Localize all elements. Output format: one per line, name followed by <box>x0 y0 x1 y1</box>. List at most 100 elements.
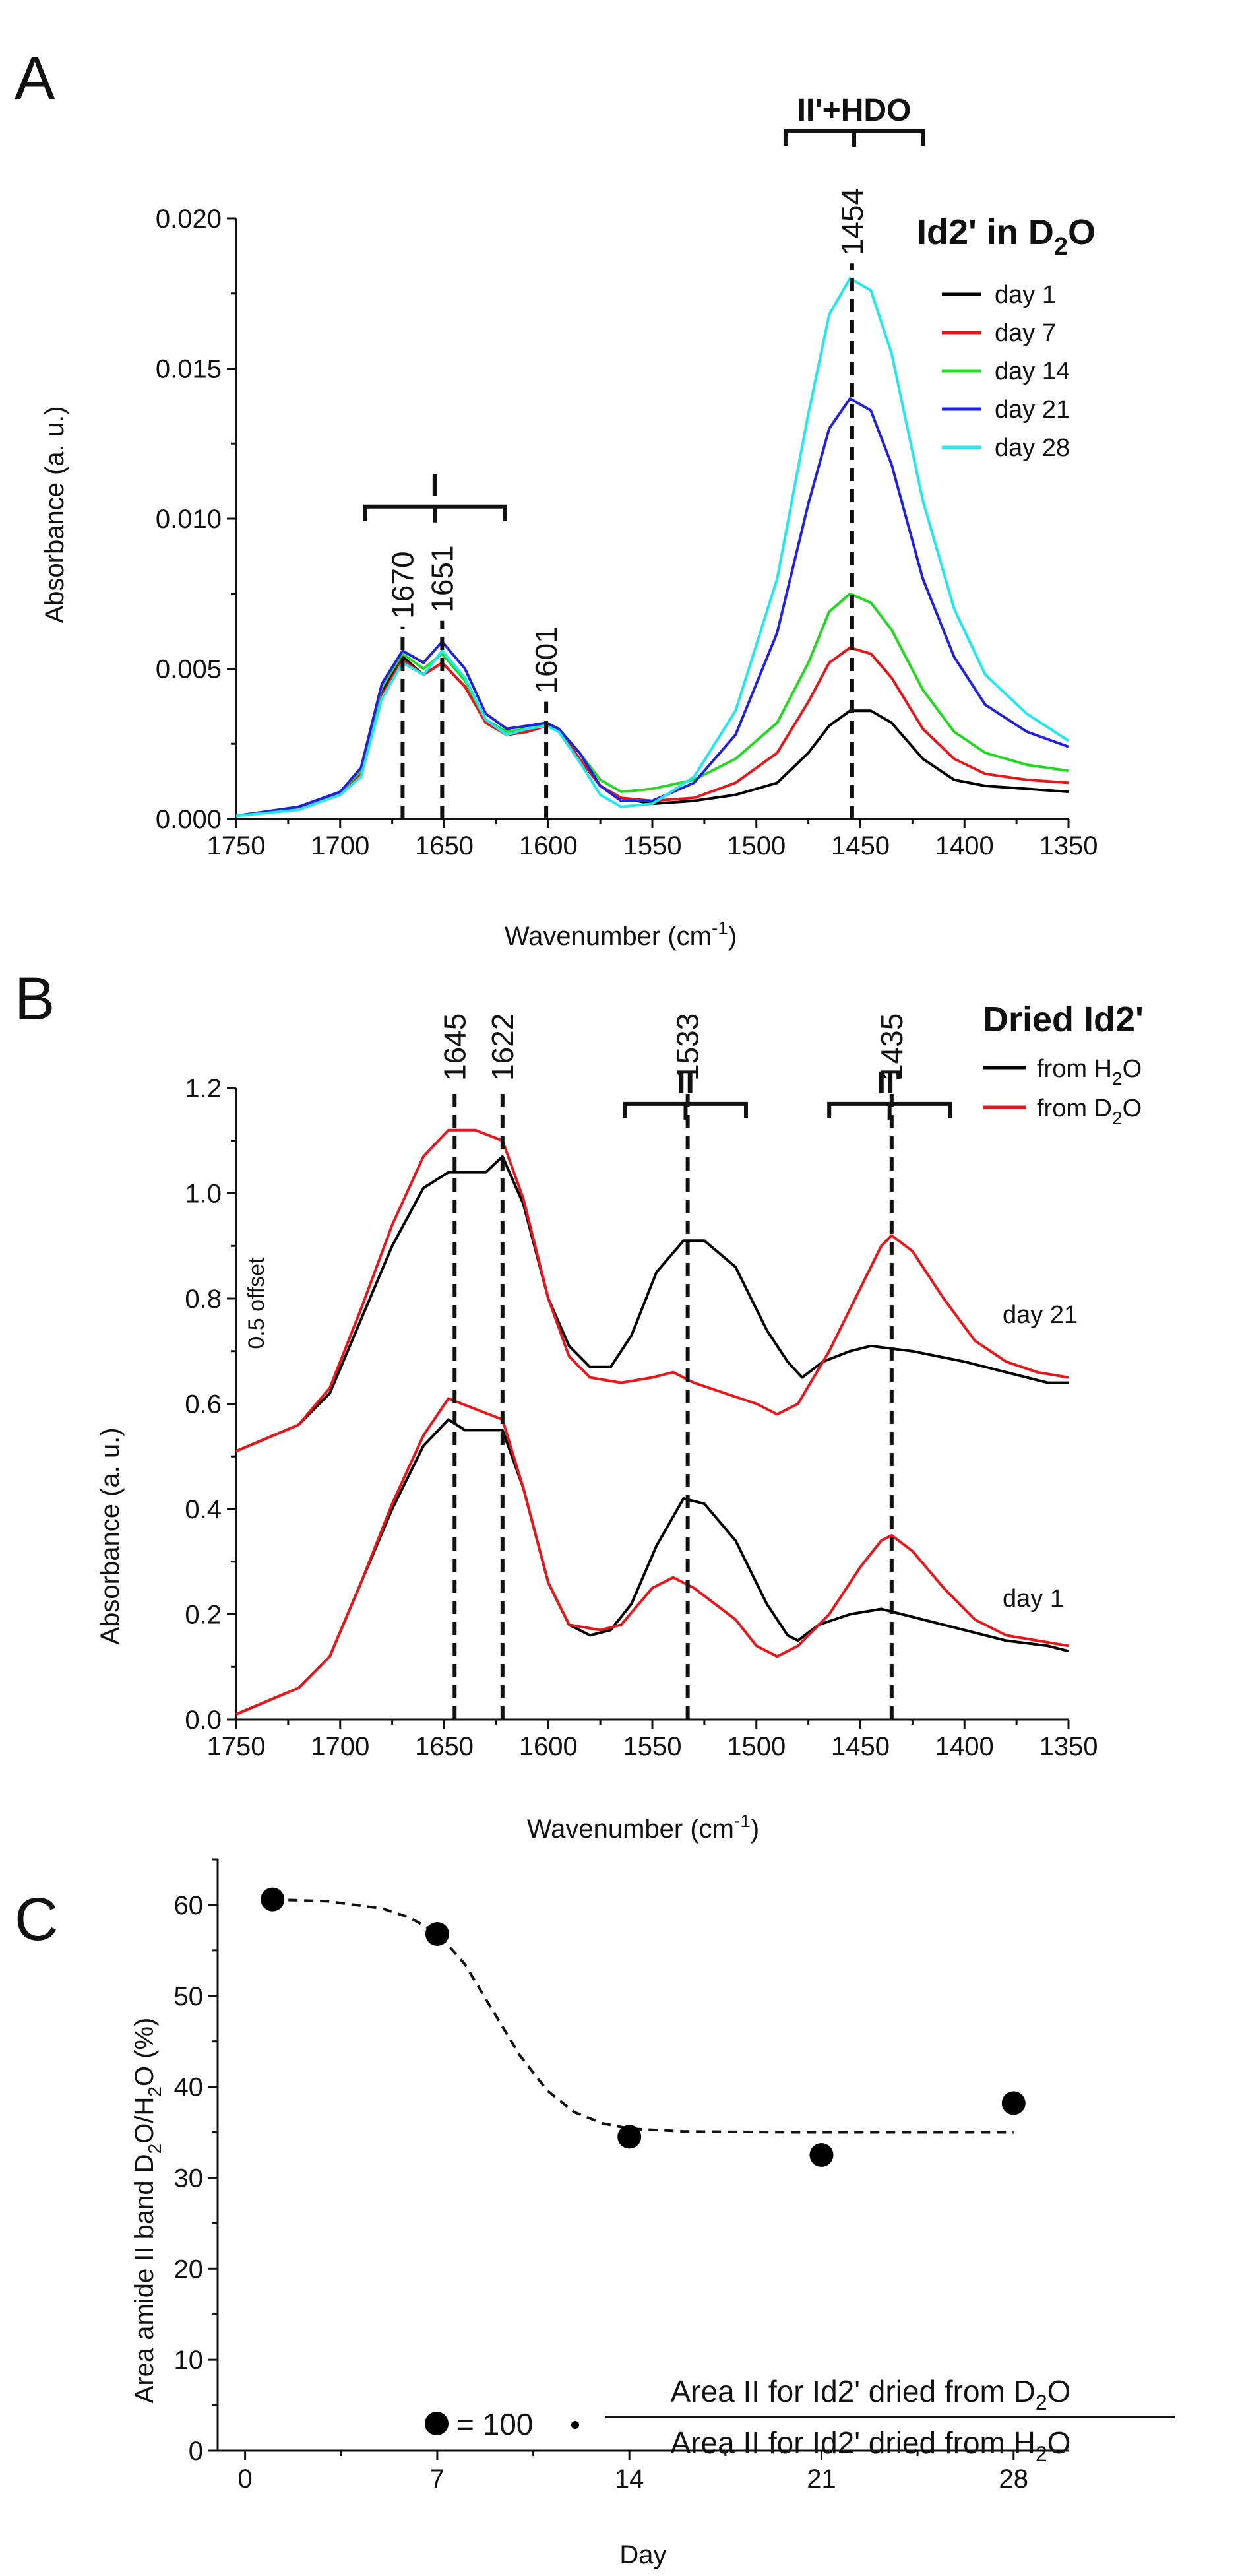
panel-b-ylabel: Absorbance (a. u.) <box>96 1427 125 1644</box>
panel-b-y-tick-label-1-2: 1.2 <box>185 1074 222 1103</box>
panel-b-series-from-d2o-day-1 <box>235 1397 1069 1716</box>
panel-b-bracket-ii <box>623 1101 748 1120</box>
formula-marker-icon <box>425 2412 449 2435</box>
legend-label-day-14: day 14 <box>995 358 1070 385</box>
panel-b-y-tick-label-1-0: 1.0 <box>185 1180 222 1209</box>
panel-c-y-tick-label-50: 50 <box>174 1982 204 2011</box>
panel-c-x-tick-label-28: 28 <box>999 2464 1029 2494</box>
panel-c-fit-curve <box>272 1898 1014 2134</box>
panel-c-point-day-7 <box>425 1922 449 1947</box>
panel-letter-c: C <box>15 1886 58 1953</box>
panel-c-formula: = 100 Area II for Id2' dried from D2O Ar… <box>425 2374 1175 2466</box>
panel-c-x-tick-label-14: 14 <box>615 2464 644 2494</box>
panel-b: B 1750 1700 1650 1600 1550 1500 1450 1400 1350 0.… <box>15 965 1144 1844</box>
panel-a-legend: day 1 day 7 day 14 day 21 day 28 <box>942 281 1070 462</box>
panel-b-x-tick-label-1500: 1500 <box>727 1732 786 1761</box>
panel-c-x-tick-label-0: 0 <box>237 2464 252 2494</box>
panel-c-y-tick-label-60: 60 <box>174 1891 204 1920</box>
panel-a-bracket-ii-hdo <box>783 129 925 148</box>
panel-c-ylabel: Area amide II band D2O/H2O (%) <box>130 2018 165 2404</box>
panel-b-group-label-ii: II <box>677 1066 695 1101</box>
panel-c-x-tick-label-21: 21 <box>807 2464 836 2494</box>
panel-a: A 1750 1700 1650 1600 1550 1500 1450 1400 1350 0.… <box>15 45 1098 951</box>
panel-b-x-tick-label-1650: 1650 <box>415 1732 474 1761</box>
panel-b-x-tick-label-1700: 1700 <box>311 1732 369 1761</box>
panel-a-bracket-i <box>363 504 507 523</box>
formula-multiply-dot <box>571 2421 579 2429</box>
panel-b-bracket-ii <box>827 1101 952 1120</box>
panel-b-series-from-h2o-day-1 <box>235 1418 1069 1716</box>
panel-b-legend: from H2O from D2O <box>983 1055 1142 1128</box>
panel-a-peak-label-1670: 1670 <box>385 551 419 618</box>
panel-b-x-tick-label-1600: 1600 <box>519 1732 578 1761</box>
panel-a-peak-label-1601: 1601 <box>529 626 563 693</box>
panel-c-point-day-28 <box>1001 2091 1026 2115</box>
panel-a-xlabel: Wavenumber (cm-1) <box>505 918 737 951</box>
panel-a-series-day-7 <box>235 646 1069 818</box>
panel-b-y-tick-label-0-8: 0.8 <box>185 1285 222 1314</box>
panel-a-series-day-1 <box>235 655 1069 818</box>
formula-denominator: Area II for Id2' dried from H2O <box>671 2426 1071 2466</box>
panel-a-x-tick-label-1650: 1650 <box>415 831 474 860</box>
panel-c-y-tick-label-30: 30 <box>174 2164 204 2193</box>
panel-a-series-day-21 <box>235 397 1069 818</box>
panel-c-point-day-1 <box>261 1887 285 1912</box>
panel-b-y-tick-label-0-2: 0.2 <box>185 1601 222 1630</box>
panel-a-legend-title: Id2' in D2O <box>917 212 1096 261</box>
panel-a-y-tick-label-0-015: 0.015 <box>156 355 222 384</box>
panel-b-y-tick-label-0-6: 0.6 <box>185 1390 222 1419</box>
panel-c-point-day-14 <box>617 2125 642 2149</box>
legend-label-day-7: day 7 <box>995 319 1056 347</box>
formula-equals: = 100 <box>456 2407 533 2441</box>
panel-c-y-tick-label-0: 0 <box>189 2437 203 2466</box>
panel-a-group-label-i: I <box>431 468 439 503</box>
panel-b-series-from-h2o-day-21 <box>235 1155 1069 1453</box>
panel-a-x-tick-label-1350: 1350 <box>1039 831 1098 860</box>
panel-a-group-label-ii-hdo: II'+HDO <box>797 93 912 128</box>
legend-label-from-h2o: from H2O <box>1037 1055 1142 1089</box>
panel-b-xlabel: Wavenumber (cm-1) <box>527 1811 759 1844</box>
panel-a-y-tick-label-0-010: 0.010 <box>156 505 222 534</box>
panel-b-peak-label-1533: 1533 <box>671 1014 705 1081</box>
panel-a-peak-label-1454: 1454 <box>835 188 869 255</box>
panel-a-series-day-14 <box>235 592 1069 818</box>
formula-numerator: Area II for Id2' dried from D2O <box>671 2374 1071 2414</box>
panel-b-peak-label-1435: 1435 <box>875 1014 909 1081</box>
panel-a-x-tick-label-1700: 1700 <box>311 831 369 860</box>
panel-b-trace-label-day21: day 21 <box>1003 1301 1078 1329</box>
panel-a-peak-label-1651: 1651 <box>425 545 459 612</box>
panel-a-x-tick-label-1450: 1450 <box>831 831 890 860</box>
panel-b-y-tick-label-0-4: 0.4 <box>185 1495 222 1524</box>
panel-b-trace-label-day1: day 1 <box>1003 1585 1064 1613</box>
panel-a-x-tick-label-1500: 1500 <box>727 831 786 860</box>
panel-c-point-day-21 <box>809 2143 834 2167</box>
panel-b-x-tick-label-1350: 1350 <box>1039 1732 1098 1761</box>
panel-letter-b: B <box>15 965 55 1033</box>
legend-label-day-21: day 21 <box>995 396 1070 424</box>
panel-a-x-tick-label-1750: 1750 <box>207 831 266 860</box>
panel-a-y-tick-label-0-000: 0.000 <box>156 805 222 834</box>
panel-b-x-tick-label-1550: 1550 <box>623 1732 682 1761</box>
panel-b-peak-label-1622: 1622 <box>485 1014 520 1081</box>
panel-a-y-tick-label-0-005: 0.005 <box>156 655 222 684</box>
panel-c-y-tick-label-20: 20 <box>174 2255 204 2284</box>
panel-c-xlabel: Day <box>619 2540 666 2569</box>
panel-a-y-tick-label-0-020: 0.020 <box>156 205 222 234</box>
panel-b-peak-label-1645: 1645 <box>437 1014 472 1081</box>
panel-c-x-tick-label-7: 7 <box>430 2464 445 2494</box>
panel-b-x-tick-label-1750: 1750 <box>207 1732 266 1761</box>
legend-label-day-1: day 1 <box>995 281 1056 309</box>
panel-a-x-tick-label-1550: 1550 <box>623 831 682 860</box>
panel-b-group-label-ii: II' <box>877 1066 902 1101</box>
panel-c-y-tick-label-40: 40 <box>174 2073 204 2102</box>
panel-c-y-tick-label-10: 10 <box>174 2346 204 2375</box>
panel-b-y-tick-label-0-0: 0.0 <box>185 1706 222 1735</box>
panel-b-series-from-d2o-day-21 <box>235 1128 1069 1453</box>
panel-b-legend-title: Dried Id2' <box>983 1000 1144 1039</box>
panel-a-x-tick-label-1600: 1600 <box>519 831 578 860</box>
panel-b-offset-note: 0.5 offset <box>244 1257 269 1349</box>
panel-b-x-tick-label-1400: 1400 <box>935 1732 994 1761</box>
panel-a-ylabel: Absorbance (a. u.) <box>40 406 69 623</box>
panel-a-series-day-28 <box>235 277 1070 818</box>
